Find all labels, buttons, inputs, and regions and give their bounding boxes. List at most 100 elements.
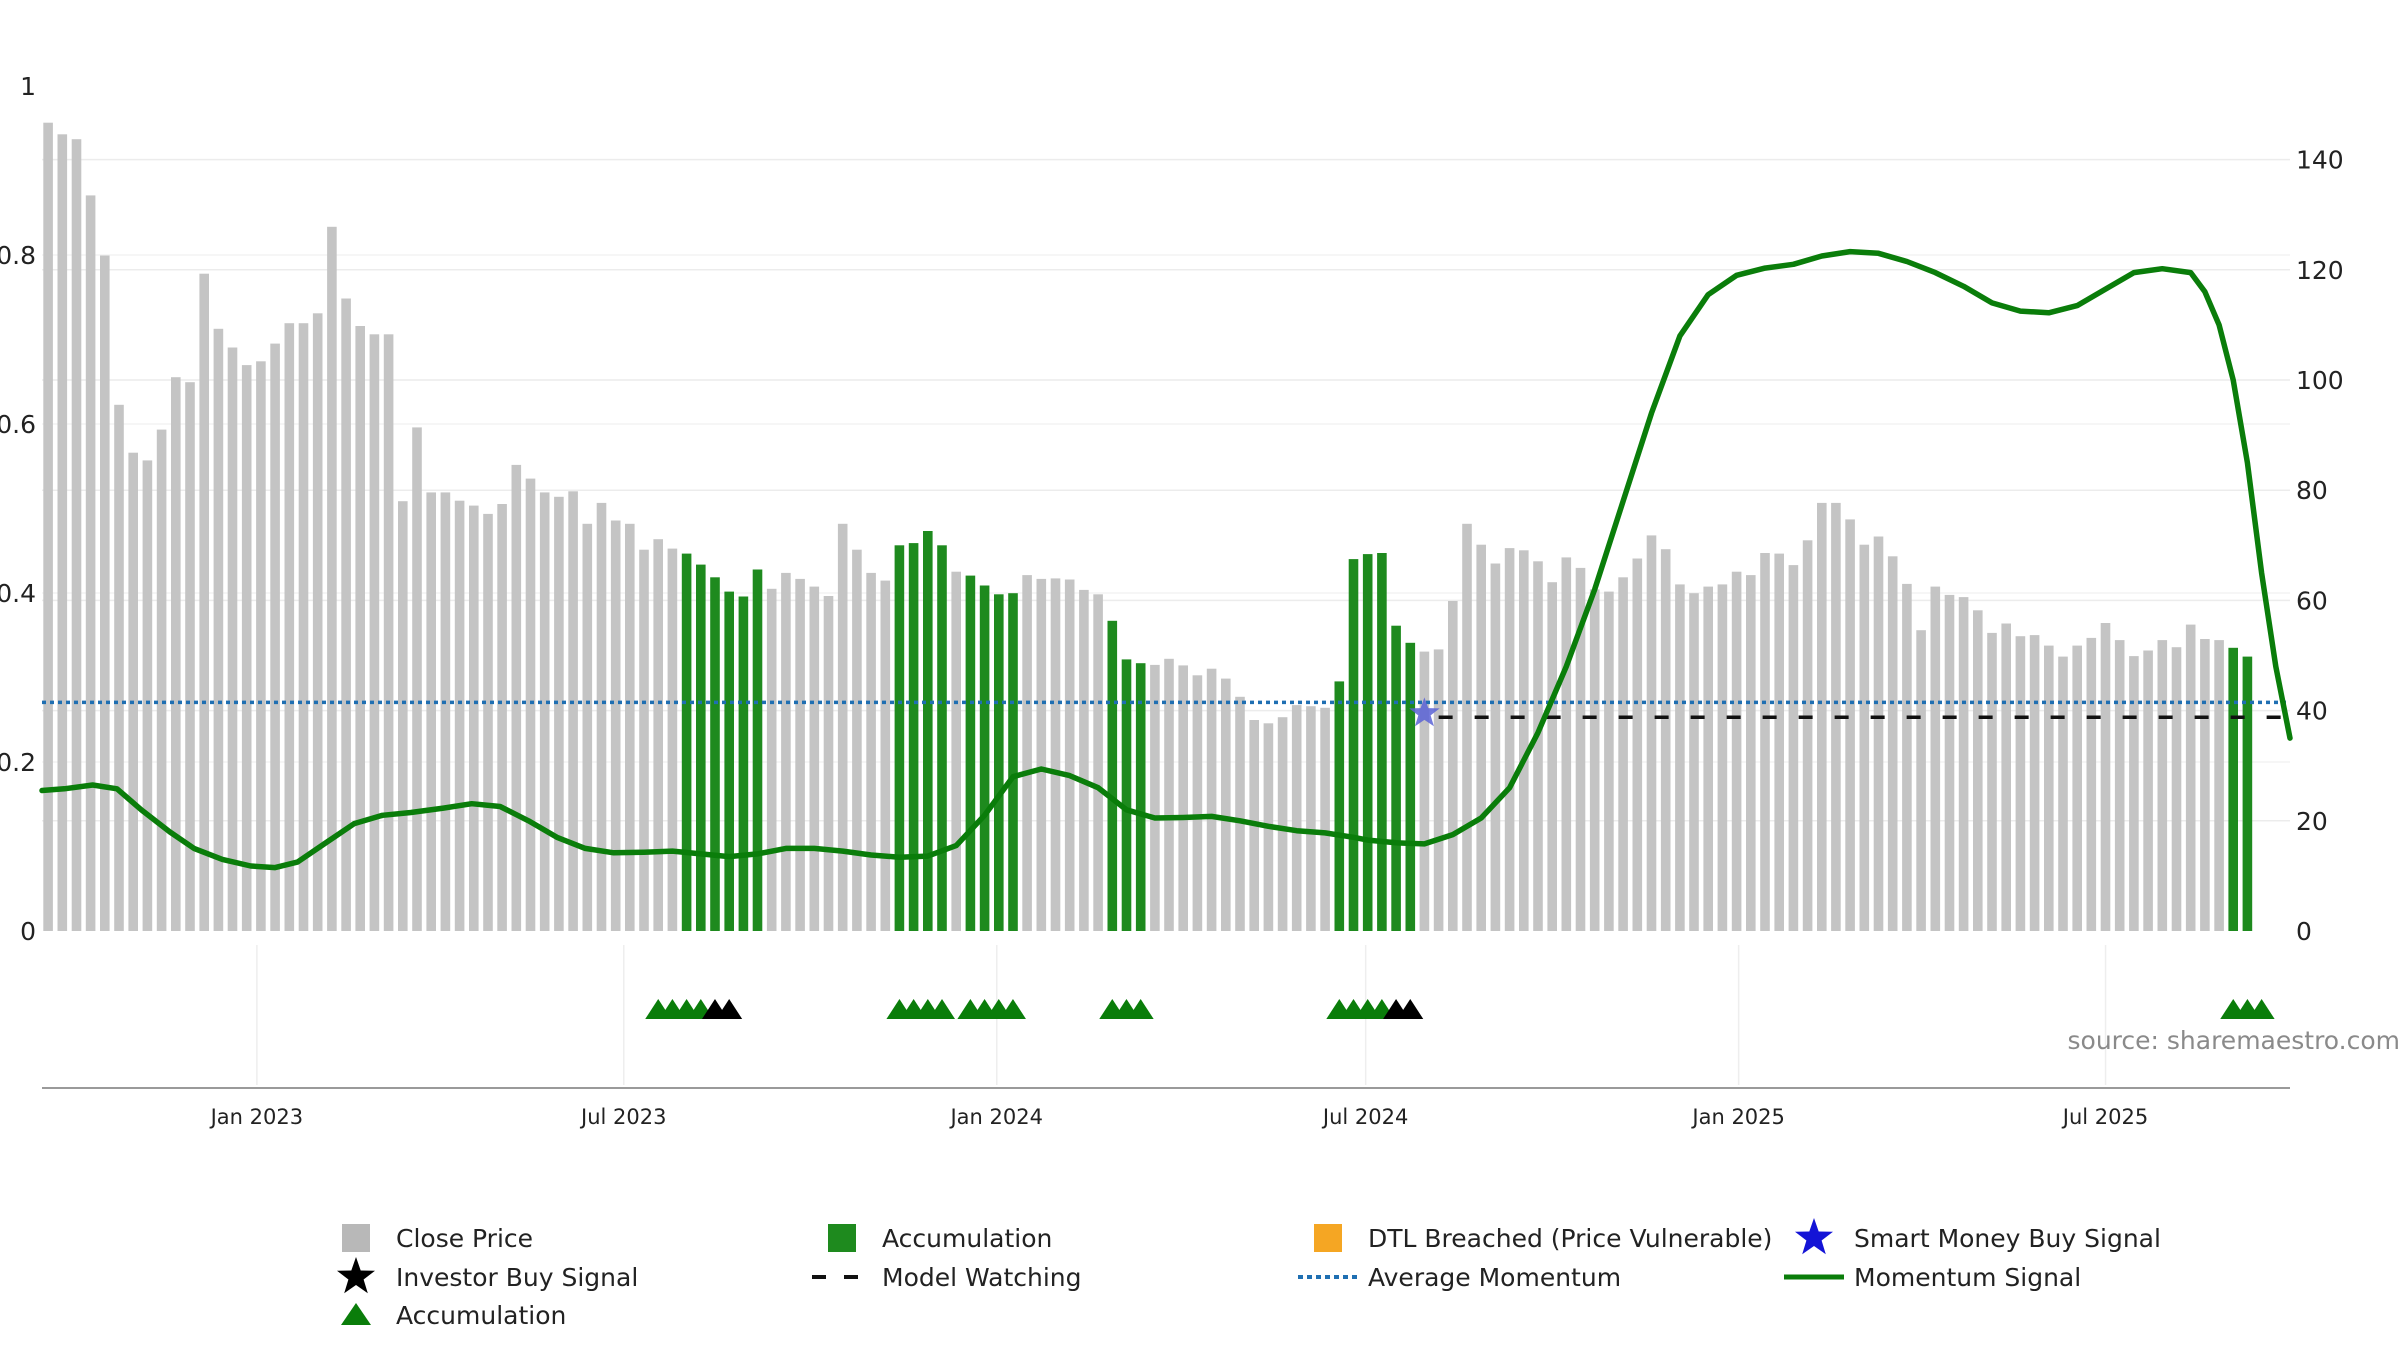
x-axis-tick: Jul 2024 — [1321, 1105, 1408, 1129]
right-axis-tick: 120 — [2296, 256, 2344, 285]
price-bar — [1660, 549, 1671, 931]
smart-money-markers — [1409, 697, 1440, 727]
price-bar — [766, 588, 777, 931]
price-bar — [1845, 519, 1855, 931]
legend-item: Smart Money Buy Signal — [1795, 1218, 2161, 1255]
legend-label: Smart Money Buy Signal — [1854, 1224, 2161, 1253]
price-bar — [1064, 579, 1075, 931]
price-bar — [582, 523, 593, 931]
price-bar — [1221, 678, 1231, 931]
price-bar — [2214, 640, 2224, 931]
price-bar — [866, 572, 876, 931]
price-bar — [1050, 578, 1061, 931]
left-axis-tick: 0 — [20, 917, 36, 946]
legend-item: Accumulation — [828, 1224, 1052, 1253]
accumulation-bar — [681, 553, 692, 931]
investor-buy-triangle — [1397, 999, 1424, 1019]
price-bar — [951, 571, 961, 931]
price-bar — [1291, 705, 1302, 931]
axes: 0 0.2 0.4 0.6 0.8 1 0 20 40 60 80 100 120 140 Jan 2023… — [0, 72, 2344, 1129]
source-watermark: source: sharemaestro.com — [2068, 1026, 2400, 1055]
price-bar — [1944, 594, 1955, 931]
price-bar — [1533, 561, 1543, 931]
price-bar — [454, 500, 465, 931]
price-bar — [2015, 636, 2026, 931]
price-bar — [256, 361, 266, 931]
legend-label: Model Watching — [882, 1263, 1082, 1292]
price-bar — [1575, 567, 1586, 931]
price-bar — [1973, 610, 1983, 931]
legend-square-icon — [1314, 1224, 1342, 1252]
momentum-signal-line — [39, 248, 2293, 871]
price-bar — [1717, 584, 1728, 931]
x-axis-tick: Jan 2025 — [1690, 1105, 1785, 1129]
price-bar — [1604, 591, 1614, 931]
legend-item: DTL Breached (Price Vulnerable) — [1314, 1224, 1772, 1253]
price-bar — [1731, 571, 1742, 931]
price-bar — [2129, 656, 2139, 931]
investor-buy-triangle — [716, 999, 743, 1019]
price-bar — [596, 502, 607, 931]
price-bar — [1689, 593, 1699, 931]
price-bar — [1930, 586, 1941, 931]
price-bar — [171, 377, 181, 931]
accumulation-bar — [696, 564, 706, 931]
price-bar — [185, 382, 195, 931]
price-bar — [1589, 589, 1600, 931]
legend-star-icon — [1795, 1218, 1833, 1255]
legend-star-icon — [337, 1257, 375, 1294]
price-bar — [85, 195, 96, 931]
accumulation-bar — [1377, 553, 1387, 931]
price-bar — [383, 334, 394, 931]
right-axis-tick: 100 — [2296, 366, 2344, 395]
price-bar — [795, 578, 805, 931]
price-bar — [610, 520, 621, 931]
price-bar — [2029, 635, 2040, 931]
accumulation-bar — [994, 594, 1004, 931]
accumulation-bar — [965, 575, 976, 931]
price-bar — [837, 523, 848, 931]
price-bar — [2185, 624, 2196, 931]
price-bar — [1561, 557, 1572, 931]
price-bar — [227, 347, 238, 931]
price-bar — [128, 452, 138, 931]
left-axis-tick: 0.4 — [0, 579, 36, 608]
price-bar — [312, 313, 323, 931]
price-bar — [525, 478, 536, 931]
price-bar — [412, 427, 422, 931]
price-bar — [781, 572, 791, 931]
price-bar — [1306, 706, 1316, 931]
price-bar — [114, 404, 124, 931]
legend-label: Accumulation — [396, 1301, 566, 1330]
price-bar — [639, 549, 649, 931]
price-bar — [71, 139, 82, 931]
price-bar — [57, 134, 68, 932]
price-bar — [1419, 651, 1430, 931]
price-bar — [1320, 707, 1330, 931]
price-bar — [270, 343, 280, 932]
price-bar — [341, 298, 351, 931]
accumulation-triangle — [2248, 999, 2275, 1019]
accumulation-triangle — [1127, 999, 1154, 1019]
price-bar — [1519, 550, 1529, 931]
x-axis-tick: Jul 2025 — [2061, 1105, 2148, 1129]
price-bar — [398, 501, 408, 931]
signal-markers — [645, 999, 2275, 1019]
accumulation-bar — [908, 543, 919, 931]
legend-item: Close Price — [342, 1224, 533, 1253]
price-bar — [1746, 575, 1756, 931]
price-bar — [2044, 645, 2054, 931]
price-bar — [511, 464, 522, 931]
price-bar — [1277, 717, 1288, 931]
price-bar — [1079, 589, 1089, 931]
price-bar — [1859, 544, 1870, 931]
legend-triangle-icon — [341, 1303, 371, 1325]
legend-label: Accumulation — [882, 1224, 1052, 1253]
right-axis-tick: 140 — [2296, 146, 2344, 175]
price-bar — [1958, 597, 1969, 931]
x-axis-tick: Jan 2023 — [209, 1105, 304, 1129]
price-bar — [440, 492, 451, 931]
price-bar — [1206, 668, 1217, 931]
accumulation-bar — [724, 591, 734, 931]
price-bar — [1433, 649, 1444, 931]
